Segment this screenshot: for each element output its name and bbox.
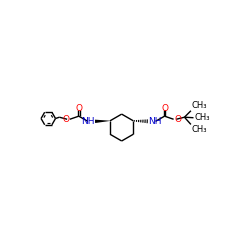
Text: O: O (62, 115, 69, 124)
Text: CH₃: CH₃ (192, 125, 207, 134)
Text: O: O (161, 104, 168, 113)
Text: O: O (174, 115, 181, 124)
Text: CH₃: CH₃ (192, 102, 207, 110)
Text: NH: NH (148, 117, 162, 126)
Text: O: O (75, 104, 82, 113)
Text: CH₃: CH₃ (194, 113, 210, 122)
Text: NH: NH (81, 117, 95, 126)
Polygon shape (95, 120, 110, 123)
